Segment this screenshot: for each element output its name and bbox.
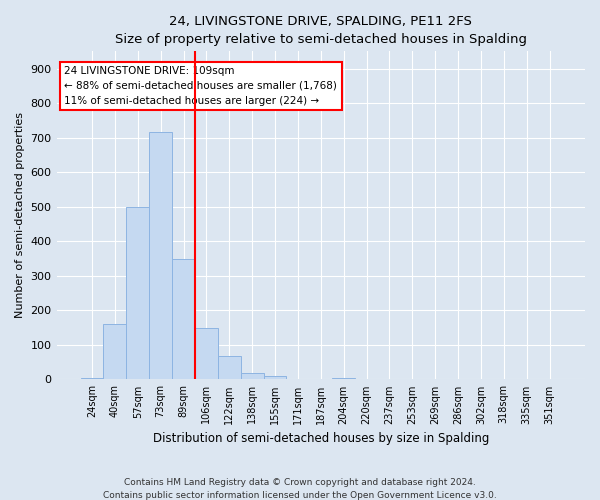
- Bar: [332, 378, 355, 380]
- Text: 24 LIVINGSTONE DRIVE: 109sqm
← 88% of semi-detached houses are smaller (1,768)
1: 24 LIVINGSTONE DRIVE: 109sqm ← 88% of se…: [64, 66, 337, 106]
- Bar: [241, 372, 263, 380]
- Bar: [103, 324, 127, 380]
- Bar: [263, 376, 286, 380]
- X-axis label: Distribution of semi-detached houses by size in Spalding: Distribution of semi-detached houses by …: [152, 432, 489, 445]
- Text: Contains HM Land Registry data © Crown copyright and database right 2024.
Contai: Contains HM Land Registry data © Crown c…: [103, 478, 497, 500]
- Bar: [127, 206, 149, 380]
- Y-axis label: Number of semi-detached properties: Number of semi-detached properties: [15, 112, 25, 318]
- Bar: [149, 132, 172, 380]
- Bar: [80, 378, 103, 380]
- Bar: [172, 259, 195, 380]
- Bar: [195, 328, 218, 380]
- Bar: [218, 356, 241, 380]
- Title: 24, LIVINGSTONE DRIVE, SPALDING, PE11 2FS
Size of property relative to semi-deta: 24, LIVINGSTONE DRIVE, SPALDING, PE11 2F…: [115, 15, 527, 46]
